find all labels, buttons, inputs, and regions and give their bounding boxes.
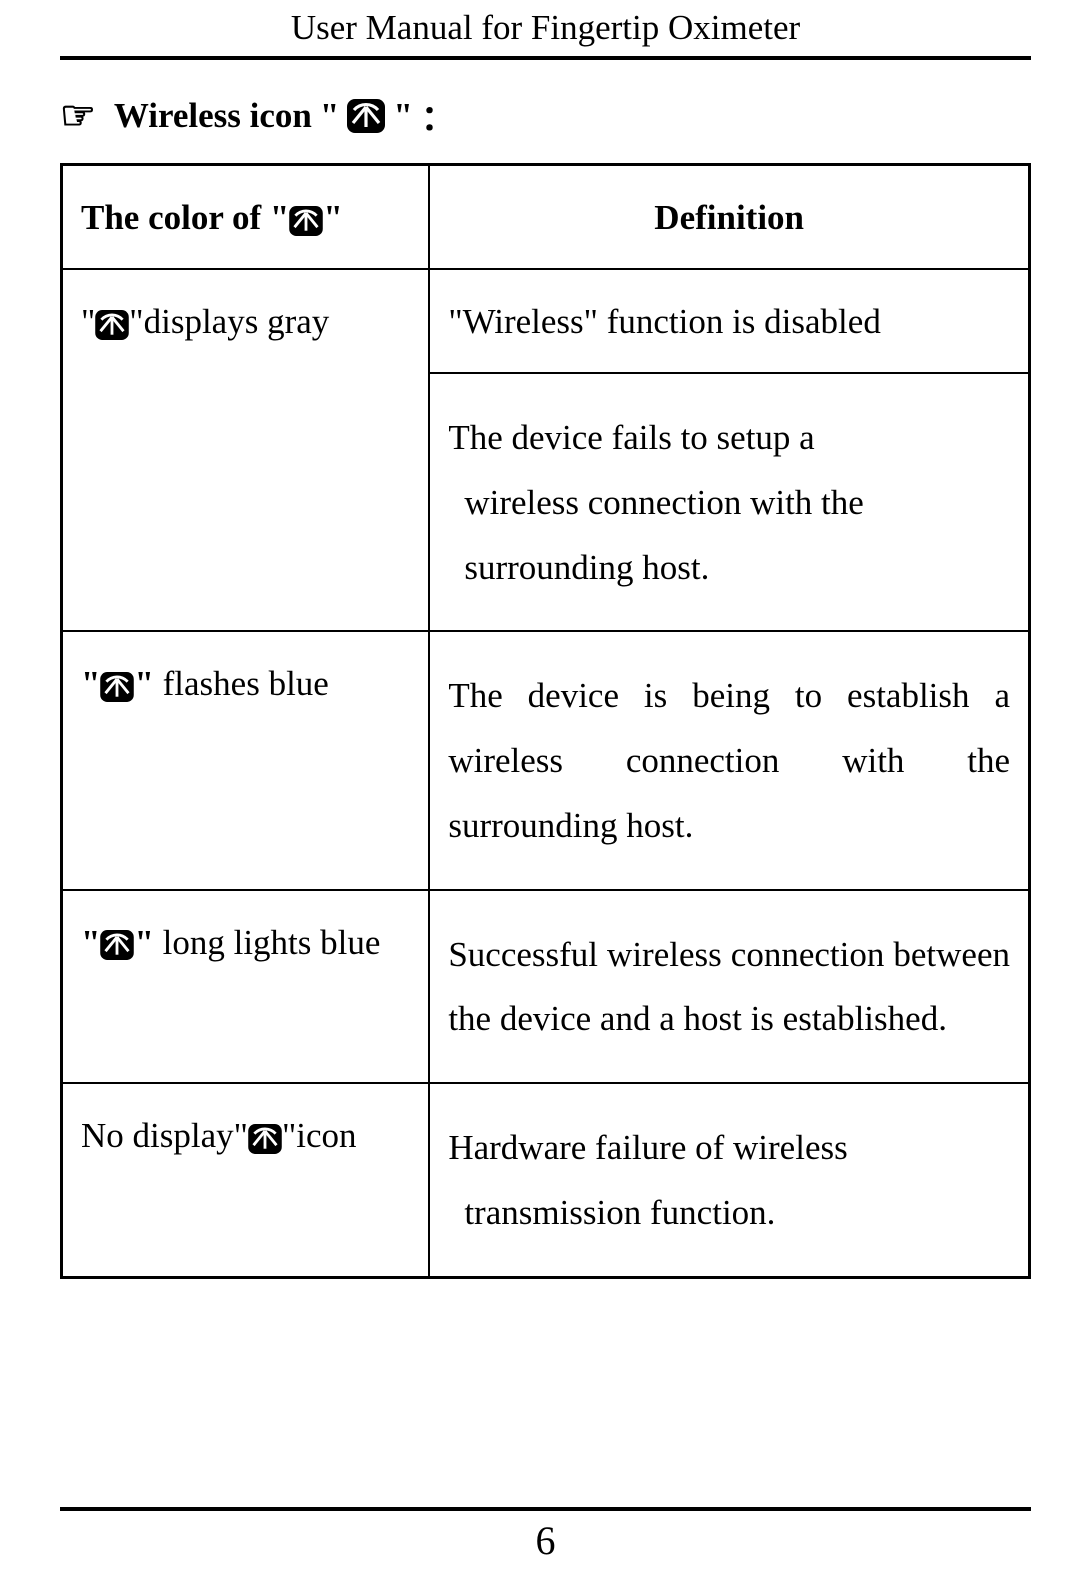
heading-suffix: ： — [421, 90, 456, 141]
wireless-icon — [289, 206, 323, 236]
cell-color-flashes: " " flashes blue — [62, 631, 430, 889]
cell-def-establishing: The device is being to establish a wirel… — [429, 631, 1029, 889]
cell-color-none: No display" "icon — [62, 1083, 430, 1277]
section-heading: ☞ Wireless icon" "： — [60, 90, 1031, 141]
heading-close-quote: " — [393, 96, 412, 136]
table-row: " " long lights blue Successful wireless… — [62, 890, 1030, 1084]
pointing-hand-icon: ☞ — [60, 92, 96, 139]
wireless-icon — [100, 930, 134, 960]
cell-color-long: " " long lights blue — [62, 890, 430, 1084]
row1-open-quote: " — [81, 302, 95, 341]
cell-def-disabled: "Wireless" function is disabled — [429, 269, 1029, 373]
footer-divider — [60, 1507, 1031, 1511]
table-row: " " flashes blue The device is being to … — [62, 631, 1030, 889]
row2-close-quote: " — [134, 664, 153, 703]
table-header-definition: Definition — [429, 165, 1029, 270]
table-row: " "displays gray "Wireless" function is … — [62, 269, 1030, 373]
table-row: No display" "icon Hardware failure of wi… — [62, 1083, 1030, 1277]
row4-suffix: icon — [296, 1116, 356, 1155]
table-header-color: The color of " " — [62, 165, 430, 270]
row2-left-text: flashes blue — [154, 664, 329, 703]
def-establishing-text: The device is being to establish a wirel… — [448, 664, 1010, 858]
def2-line1: The device fails to setup a — [448, 418, 814, 457]
row3-close-quote: " — [134, 923, 153, 962]
heading-prefix: Wireless icon — [114, 96, 312, 136]
def-hw-line2: transmission function. — [448, 1181, 1010, 1246]
cell-color-gray: " "displays gray — [62, 269, 430, 631]
def2-line3: surrounding host. — [448, 536, 1010, 601]
row4-close-quote: " — [282, 1116, 296, 1155]
wireless-definition-table: The color of " " Definition " — [60, 163, 1031, 1279]
row4-prefix: No display — [81, 1116, 234, 1155]
row4-open-quote: " — [234, 1116, 248, 1155]
col1-open-quote: " — [270, 198, 289, 237]
heading-open-quote: " — [320, 96, 339, 136]
cell-def-fails: The device fails to setup a wireless con… — [429, 373, 1029, 631]
page-footer: 6 — [60, 1507, 1031, 1564]
wireless-icon — [100, 672, 134, 702]
col1-close-quote: " — [323, 198, 342, 237]
header-divider — [60, 56, 1031, 60]
def-success-text: Successful wireless connection between t… — [448, 923, 1010, 1053]
wireless-icon — [347, 99, 385, 133]
def-hw-line1: Hardware failure of wireless — [448, 1128, 847, 1167]
row3-open-quote: " — [81, 923, 100, 962]
row3-left-text: long lights blue — [154, 923, 381, 962]
cell-def-hwfail: Hardware failure of wireless transmissio… — [429, 1083, 1029, 1277]
row1-left-text: displays gray — [144, 302, 330, 341]
row2-open-quote: " — [81, 664, 100, 703]
wireless-icon — [95, 310, 129, 340]
page-header-title: User Manual for Fingertip Oximeter — [60, 0, 1031, 56]
cell-def-success: Successful wireless connection between t… — [429, 890, 1029, 1084]
col1-prefix: The color of — [81, 198, 270, 237]
def2-line2: wireless connection with the — [448, 471, 1010, 536]
page-number: 6 — [60, 1517, 1031, 1564]
wireless-icon — [248, 1124, 282, 1154]
row1-close-quote: " — [129, 302, 143, 341]
table-header-row: The color of " " Definition — [62, 165, 1030, 270]
